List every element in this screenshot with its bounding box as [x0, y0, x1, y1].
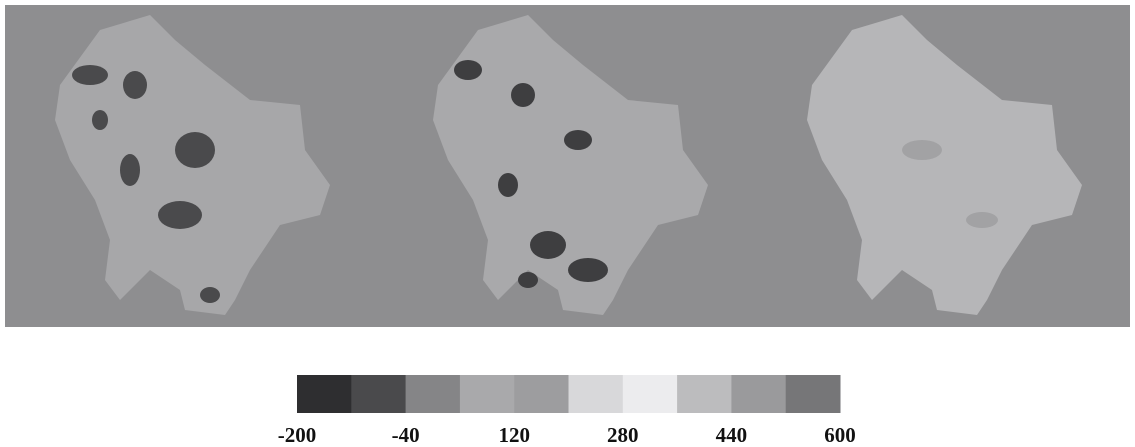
colorbar-tick-label: 280: [607, 423, 639, 447]
colorbar-tick-label: -200: [278, 423, 317, 447]
map-figure: -200 -40 120 280 440 600: [0, 0, 1135, 447]
colorbar-segment: [786, 375, 841, 413]
colorbar-segment: [514, 375, 569, 413]
colorbar-tick-label: -40: [392, 423, 420, 447]
figure: -200 -40 120 280 440 600: [0, 0, 1135, 447]
colorbar-segment: [569, 375, 624, 413]
colorbar-tick-label: 120: [498, 423, 530, 447]
colorbar-tick-label: 440: [716, 423, 748, 447]
colorbar-segment: [297, 375, 352, 413]
colorbar-tick-label: 600: [824, 423, 856, 447]
colorbar-segment: [623, 375, 678, 413]
colorbar-segment: [351, 375, 406, 413]
colorbar-segment: [677, 375, 732, 413]
colorbar: -200 -40 120 280 440 600: [278, 375, 856, 447]
colorbar-segment: [460, 375, 515, 413]
colorbar-segment: [406, 375, 461, 413]
colorbar-segment: [731, 375, 786, 413]
